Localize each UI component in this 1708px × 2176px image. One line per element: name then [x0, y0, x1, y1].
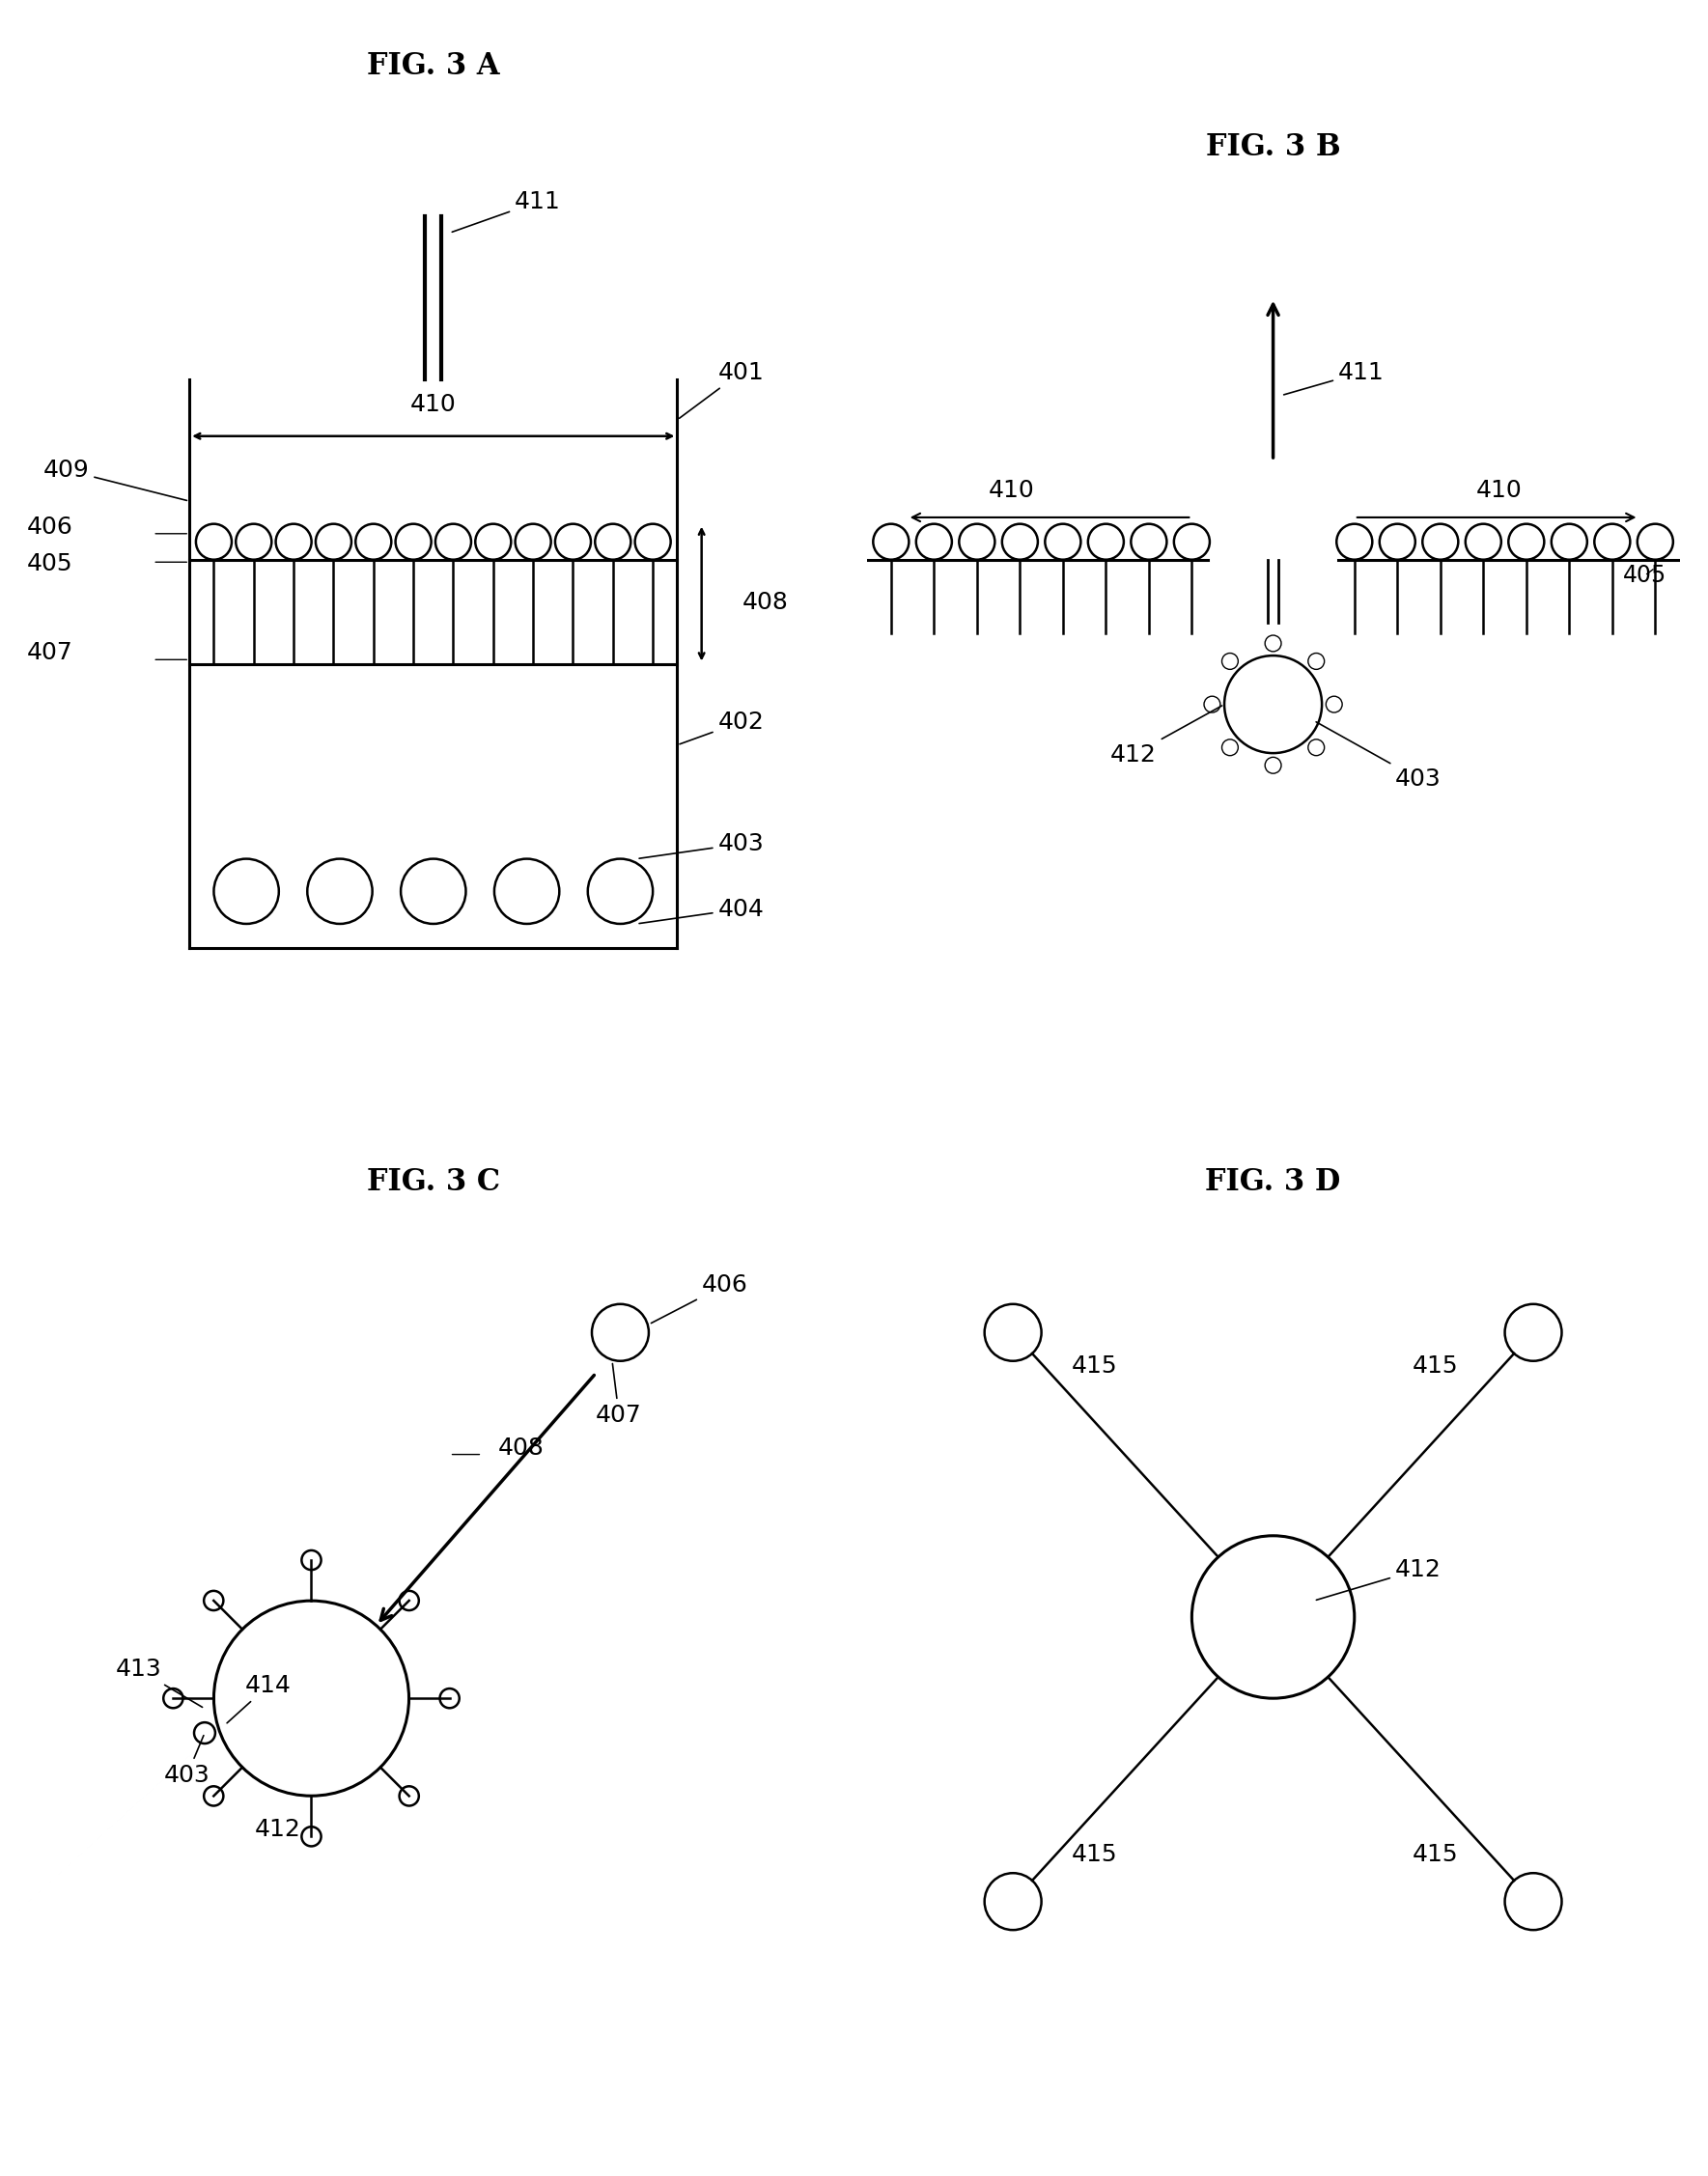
- Text: 413: 413: [114, 1658, 202, 1708]
- Text: 411: 411: [1284, 361, 1383, 394]
- Text: 405: 405: [1623, 564, 1667, 588]
- Text: 407: 407: [596, 1364, 642, 1427]
- Text: 411: 411: [453, 189, 560, 233]
- Title: FIG. 3 A: FIG. 3 A: [367, 52, 500, 81]
- Text: 415: 415: [1413, 1843, 1459, 1865]
- Text: 415: 415: [1071, 1843, 1117, 1865]
- Text: 415: 415: [1071, 1356, 1117, 1377]
- Text: 403: 403: [164, 1736, 210, 1786]
- Text: 407: 407: [27, 642, 73, 664]
- Text: 410: 410: [989, 479, 1035, 503]
- Title: FIG. 3 C: FIG. 3 C: [367, 1166, 500, 1197]
- Text: 405: 405: [27, 553, 73, 574]
- Text: 409: 409: [43, 459, 186, 500]
- Text: 408: 408: [743, 592, 789, 614]
- Text: 414: 414: [227, 1673, 292, 1723]
- Text: 403: 403: [639, 833, 763, 857]
- Text: 406: 406: [27, 516, 73, 537]
- Text: 402: 402: [680, 709, 763, 744]
- Text: 406: 406: [651, 1273, 748, 1323]
- Text: 412: 412: [1110, 705, 1221, 766]
- Text: 401: 401: [680, 361, 763, 418]
- Text: 412: 412: [254, 1819, 301, 1841]
- Text: 412: 412: [1317, 1558, 1442, 1599]
- Title: FIG. 3 D: FIG. 3 D: [1206, 1166, 1341, 1197]
- Title: FIG. 3 B: FIG. 3 B: [1206, 133, 1341, 163]
- Text: 410: 410: [410, 394, 456, 416]
- Text: 404: 404: [639, 897, 763, 923]
- Text: 415: 415: [1413, 1356, 1459, 1377]
- Text: 410: 410: [1476, 479, 1522, 503]
- Text: 403: 403: [1317, 722, 1442, 790]
- Text: 408: 408: [499, 1436, 545, 1460]
